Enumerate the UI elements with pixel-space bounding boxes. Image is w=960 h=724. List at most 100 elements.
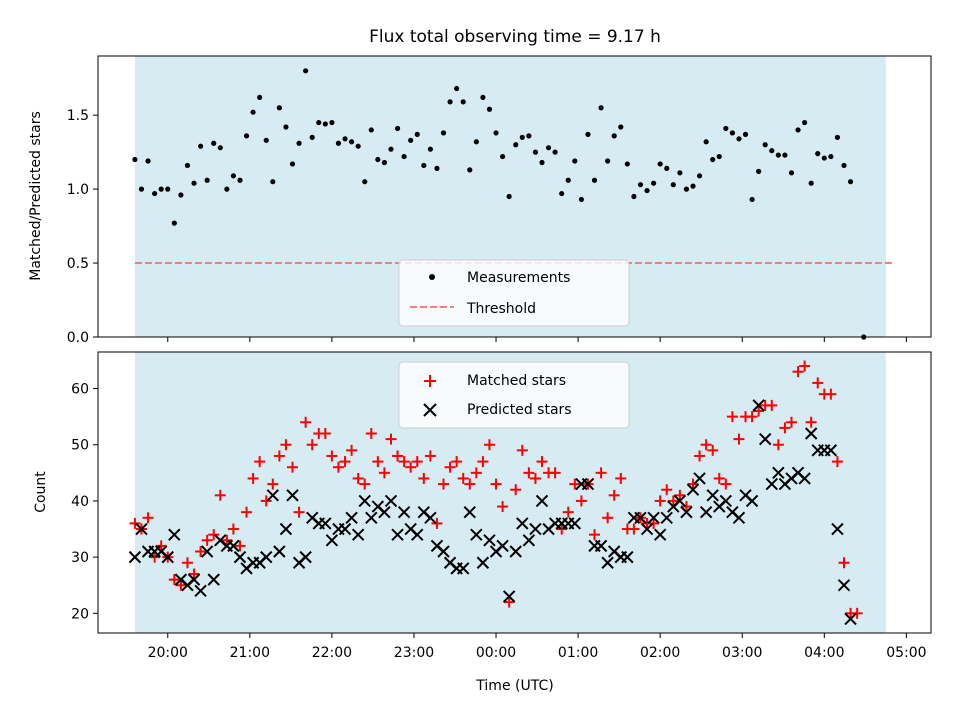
- predicted-star-point: [378, 505, 391, 519]
- measurement-point: [657, 161, 663, 167]
- matched-star-point: [477, 456, 489, 468]
- matched-star-point: [168, 574, 180, 586]
- predicted-star-point: [397, 505, 411, 519]
- matched-star-point: [300, 416, 312, 428]
- predicted-star-point: [837, 579, 851, 592]
- predicted-star-point: [601, 556, 614, 569]
- matched-star-point: [536, 456, 548, 468]
- measurement-point: [165, 186, 171, 192]
- bottom-y-ticks: 20 30 40 50 60: [71, 382, 98, 622]
- measurement-point: [834, 134, 841, 140]
- legend-matched-label: Matched stars: [467, 373, 566, 389]
- matched-star-point: [779, 422, 791, 434]
- measurement-point: [716, 153, 722, 160]
- x-tick-label: 05:00: [886, 645, 926, 661]
- measurement-point: [539, 159, 545, 166]
- measurement-point: [368, 127, 374, 133]
- predicted-star-point: [509, 545, 522, 558]
- measurement-point: [690, 183, 696, 189]
- measurement-point: [788, 170, 795, 176]
- predicted-star-point: [752, 399, 765, 412]
- measurement-point: [559, 190, 565, 197]
- matched-star-point: [208, 529, 220, 541]
- bottom-axes-frame: [97, 351, 932, 634]
- matched-star-point: [667, 495, 679, 507]
- matched-star-point: [556, 523, 568, 535]
- predicted-star-point: [391, 528, 404, 541]
- matched-star-point: [608, 489, 620, 501]
- measurement-point: [283, 124, 289, 130]
- bottom-panel: 20 30 40 50 60 20:00 21:00 22:00 23:00 00:00 01:0…: [33, 351, 932, 694]
- measurement-point: [421, 162, 427, 169]
- measurement-point: [782, 152, 788, 158]
- predicted-star-point: [168, 528, 181, 541]
- measurement-point: [736, 136, 742, 142]
- legend-predicted-marker: [423, 403, 437, 417]
- matched-star-point: [680, 501, 692, 513]
- predicted-stars-points: [128, 399, 857, 626]
- measurement-point: [316, 119, 322, 126]
- measurement-point: [624, 161, 630, 167]
- predicted-star-point: [640, 522, 654, 536]
- predicted-star-point: [319, 517, 332, 530]
- measurement-point: [184, 162, 191, 169]
- top-panel: 0.0 0.5 1.0 1.5 Flux total observing time =…: [28, 27, 932, 346]
- measurement-point: [217, 145, 223, 151]
- top-y-tick-label: 1.0: [67, 182, 89, 198]
- measurement-point: [723, 125, 729, 132]
- matched-star-point: [648, 517, 660, 529]
- predicted-star-point: [260, 550, 273, 564]
- measurement-point: [250, 109, 256, 115]
- measurement-point: [460, 99, 466, 105]
- top-y-ticks: 0.0 0.5 1.0 1.5: [67, 108, 98, 346]
- matched-star-point: [575, 495, 587, 507]
- matched-star-point: [523, 467, 535, 479]
- top-y-tick-label: 0.5: [67, 256, 89, 272]
- predicted-star-point: [476, 556, 490, 569]
- measurement-point: [762, 142, 768, 148]
- predicted-star-point: [804, 427, 818, 440]
- measurement-point: [335, 140, 342, 146]
- measurement-point: [296, 140, 302, 146]
- predicted-star-point: [273, 545, 286, 558]
- measurement-point: [821, 155, 827, 161]
- matched-star-point: [516, 444, 528, 456]
- measurement-point: [513, 142, 519, 148]
- legend-measurements-label: Measurements: [467, 270, 570, 286]
- measurement-point: [742, 131, 749, 137]
- measurement-point: [270, 179, 276, 185]
- measurement-point: [802, 119, 808, 126]
- predicted-star-point: [135, 522, 148, 536]
- bottom-x-ticks: 20:00 21:00 22:00 23:00 00:00 01:00 02:00 03:00…: [148, 633, 927, 661]
- measurement-point: [191, 180, 197, 186]
- measurement-point: [598, 105, 604, 111]
- measurement-point: [486, 106, 493, 112]
- measurement-point: [263, 137, 269, 143]
- matched-star-point: [359, 478, 371, 490]
- predicted-star-point: [437, 545, 450, 558]
- matched-star-point: [221, 534, 233, 546]
- matched-star-point: [418, 472, 430, 484]
- x-tick-label: 20:00: [148, 645, 188, 661]
- predicted-star-point: [699, 505, 713, 519]
- x-tick-label: 21:00: [230, 645, 270, 661]
- measurement-point: [493, 130, 499, 136]
- measurement-point: [394, 125, 401, 132]
- measurement-point: [769, 148, 775, 154]
- predicted-star-point: [660, 511, 673, 524]
- matched-star-point: [510, 484, 522, 496]
- measurement-point: [841, 162, 847, 169]
- predicted-star-point: [299, 550, 312, 564]
- matched-star-point: [772, 439, 784, 451]
- predicted-star-point: [653, 528, 667, 541]
- matched-star-point: [746, 411, 758, 423]
- x-tick-label: 04:00: [804, 645, 844, 661]
- matched-star-point: [733, 433, 745, 445]
- measurement-point: [670, 182, 676, 188]
- measurement-point: [375, 156, 381, 163]
- predicted-star-point: [706, 489, 719, 502]
- predicted-star-point: [647, 511, 660, 524]
- measurement-point: [467, 167, 473, 173]
- measurement-point: [158, 186, 164, 192]
